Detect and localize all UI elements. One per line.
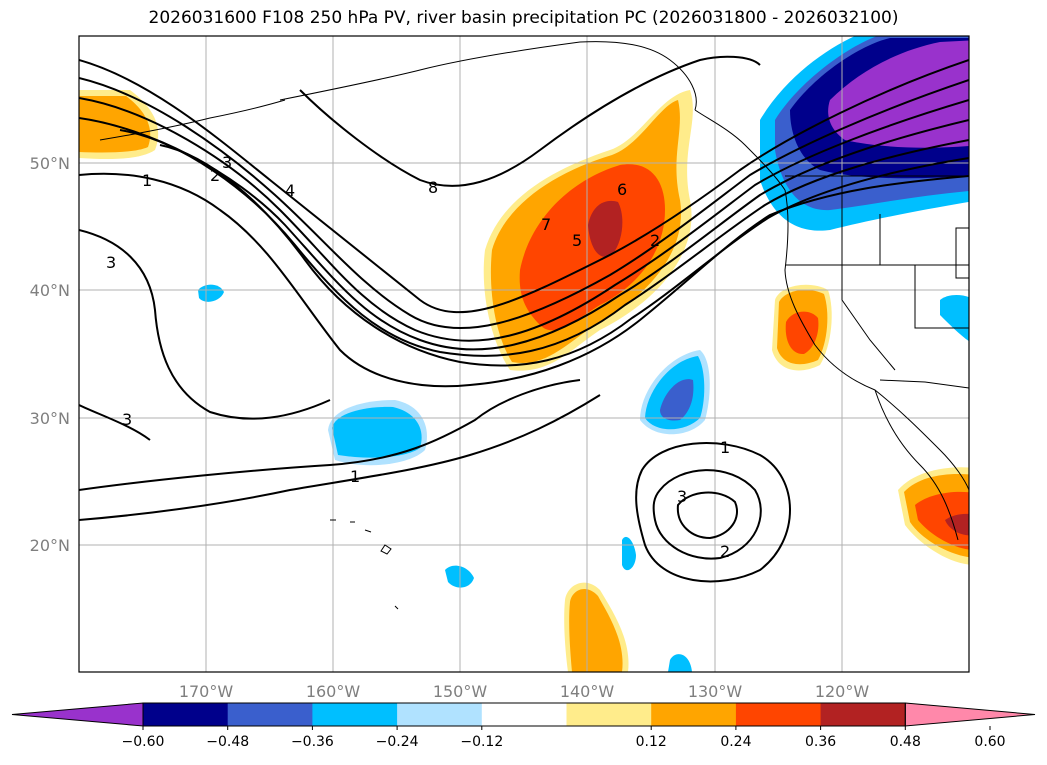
colorbar-tick-label: −0.12: [460, 734, 503, 750]
colorbar-extend-low: [11, 702, 144, 727]
shade-ca-red: [785, 311, 819, 355]
colorbar-segment: [397, 703, 483, 726]
lon-tick-labels: 170°W 160°W 150°W 140°W 130°W 120°W: [179, 682, 870, 701]
shade-cb-mid: [660, 379, 694, 421]
colorbar-tick-label: −0.60: [122, 734, 165, 750]
coast-baja: [874, 389, 959, 541]
colorbar-segment: [312, 703, 398, 726]
lat-tick-labels: 50°N 40°N 30°N 20°N: [30, 154, 70, 555]
contour-label: 6: [617, 180, 627, 199]
border-states: [786, 176, 969, 329]
contour-8: [299, 55, 761, 187]
colorbar-tick-label: 0.36: [805, 734, 836, 750]
contour-arc-7: [79, 172, 969, 388]
coast-bc: [694, 109, 786, 191]
colorbar-tick-label: −0.24: [376, 734, 419, 750]
colorbar-tick-label: 0.60: [974, 734, 1005, 750]
contour-label: 1: [720, 438, 730, 457]
colorbar-tick-label: 0.24: [720, 734, 751, 750]
coast-aleutians: [99, 99, 286, 141]
map-frame: [78, 35, 970, 673]
shade-baja-red: [915, 491, 969, 550]
lon-tick-label: 150°W: [433, 682, 488, 701]
contour-arc-3: [79, 97, 969, 342]
hawaii-islands: [330, 519, 399, 610]
colorbar-extend-high: [904, 702, 1036, 727]
lon-tick-label: 130°W: [688, 682, 743, 701]
shade-plume-darkred: [588, 200, 623, 257]
colorbar: [11, 702, 1036, 727]
colorbar-segment: [735, 703, 822, 726]
contour-2-ring: [652, 469, 762, 560]
shade-bc-purple: [828, 40, 969, 148]
coast-alaska: [279, 41, 697, 111]
contour-lower-1: [79, 394, 601, 521]
lat-tick-label: 20°N: [30, 536, 70, 555]
contour-3-west: [79, 229, 331, 420]
contour-1-ring: [635, 442, 791, 583]
contour-1-south: [79, 379, 581, 491]
contour-arc-4: [79, 117, 969, 351]
contour-label: 2: [210, 166, 220, 185]
colorbar-ticks: −0.60 −0.48 −0.36 −0.24 −0.12 0.12 0.24 0.36 0.4…: [122, 726, 1006, 750]
lat-tick-label: 40°N: [30, 281, 70, 300]
contour-label: 3: [122, 410, 132, 429]
contour-label: 2: [720, 542, 730, 561]
colorbar-frame: [142, 702, 906, 727]
colorbar-segment: [820, 703, 906, 726]
contour-label: 3: [677, 487, 687, 506]
colorbar-tick-label: 0.12: [636, 734, 667, 750]
colorbar-tick-label: −0.36: [291, 734, 334, 750]
lon-tick-label: 120°W: [815, 682, 870, 701]
precip-shading: [79, 36, 969, 672]
shade-nw-orange: [79, 96, 151, 153]
contour-labels: 1 2 3 3 4 8 7 6 5 2 3 1 1 3 2: [106, 153, 730, 561]
shade-baja-darkred: [945, 513, 969, 536]
shade-hi-cyan: [332, 406, 422, 458]
colorbar-segment: [566, 703, 652, 726]
contour-3-small: [79, 404, 151, 441]
contour-label: 5: [572, 231, 582, 250]
border-ca-nv: [841, 265, 896, 371]
contour-arc-1: [79, 59, 969, 314]
contour-label: 3: [106, 253, 116, 272]
lon-tick-label: 160°W: [306, 682, 361, 701]
colorbar-segment: [143, 703, 229, 726]
shade-s-orange: [569, 589, 623, 672]
contour-label: 8: [428, 178, 438, 197]
pv-contours: [79, 55, 969, 583]
colorbar-segment: [481, 703, 567, 726]
coast-west: [784, 189, 969, 491]
border-usmx: [879, 379, 969, 389]
colorbar-segment: [651, 703, 737, 726]
contour-arc-6: [159, 144, 969, 367]
colorbar-segment: [227, 703, 313, 726]
lat-tick-label: 30°N: [30, 409, 70, 428]
lon-tick-label: 170°W: [179, 682, 234, 701]
shade-plume-red: [519, 164, 665, 331]
shade-small-1: [198, 284, 224, 302]
contour-3-ring: [676, 491, 738, 540]
lat-tick-label: 50°N: [30, 154, 70, 173]
coastlines: [99, 41, 969, 610]
shade-small-4: [668, 654, 692, 672]
gridlines: [79, 36, 969, 672]
contour-label: 4: [285, 181, 295, 200]
lon-tick-label: 140°W: [560, 682, 615, 701]
contour-label: 1: [350, 467, 360, 486]
colorbar-tick-label: −0.48: [206, 734, 249, 750]
contour-label: 1: [142, 171, 152, 190]
colorbar-tick-label: 0.48: [890, 734, 921, 750]
map-title: 2026031600 F108 250 hPa PV, river basin …: [148, 8, 899, 28]
contour-arc-2: [79, 77, 969, 329]
contour-label: 2: [650, 231, 660, 250]
contour-label: 3: [222, 153, 232, 172]
contour-label: 7: [541, 215, 551, 234]
shade-small-5: [940, 295, 969, 342]
